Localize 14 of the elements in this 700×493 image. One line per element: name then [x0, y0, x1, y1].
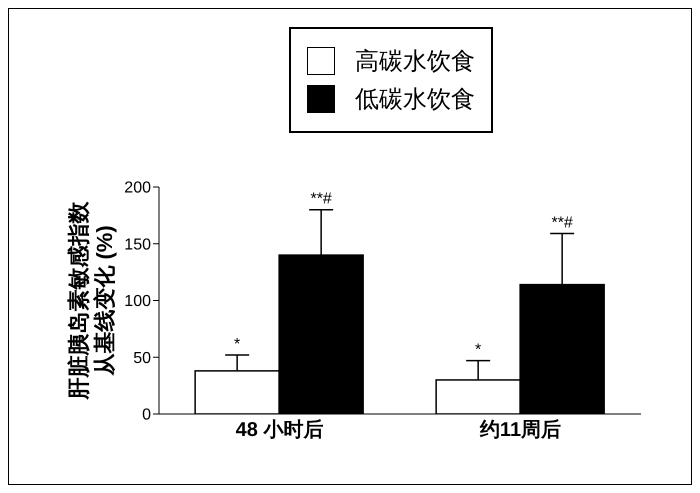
annotation: * [234, 336, 240, 353]
x-tick-label: 48 小时后 [236, 418, 324, 442]
annotation: **# [551, 214, 573, 232]
annotation: **# [310, 190, 332, 208]
y-tick-label: 50 [133, 350, 152, 367]
y-tick-label: 150 [124, 236, 152, 254]
y-axis-title: 肝脏胰岛素敏感指数从基线变化 (%) [66, 200, 117, 400]
y-tick-label: 100 [124, 293, 152, 310]
legend-label: 低碳水饮食 [355, 85, 475, 115]
y-tick-label: 200 [124, 180, 152, 197]
y-tick-label: 0 [142, 406, 152, 424]
annotation: * [475, 342, 482, 359]
x-tick-label: 约11周后 [478, 418, 562, 442]
legend-label: 高碳水饮食 [355, 47, 475, 77]
